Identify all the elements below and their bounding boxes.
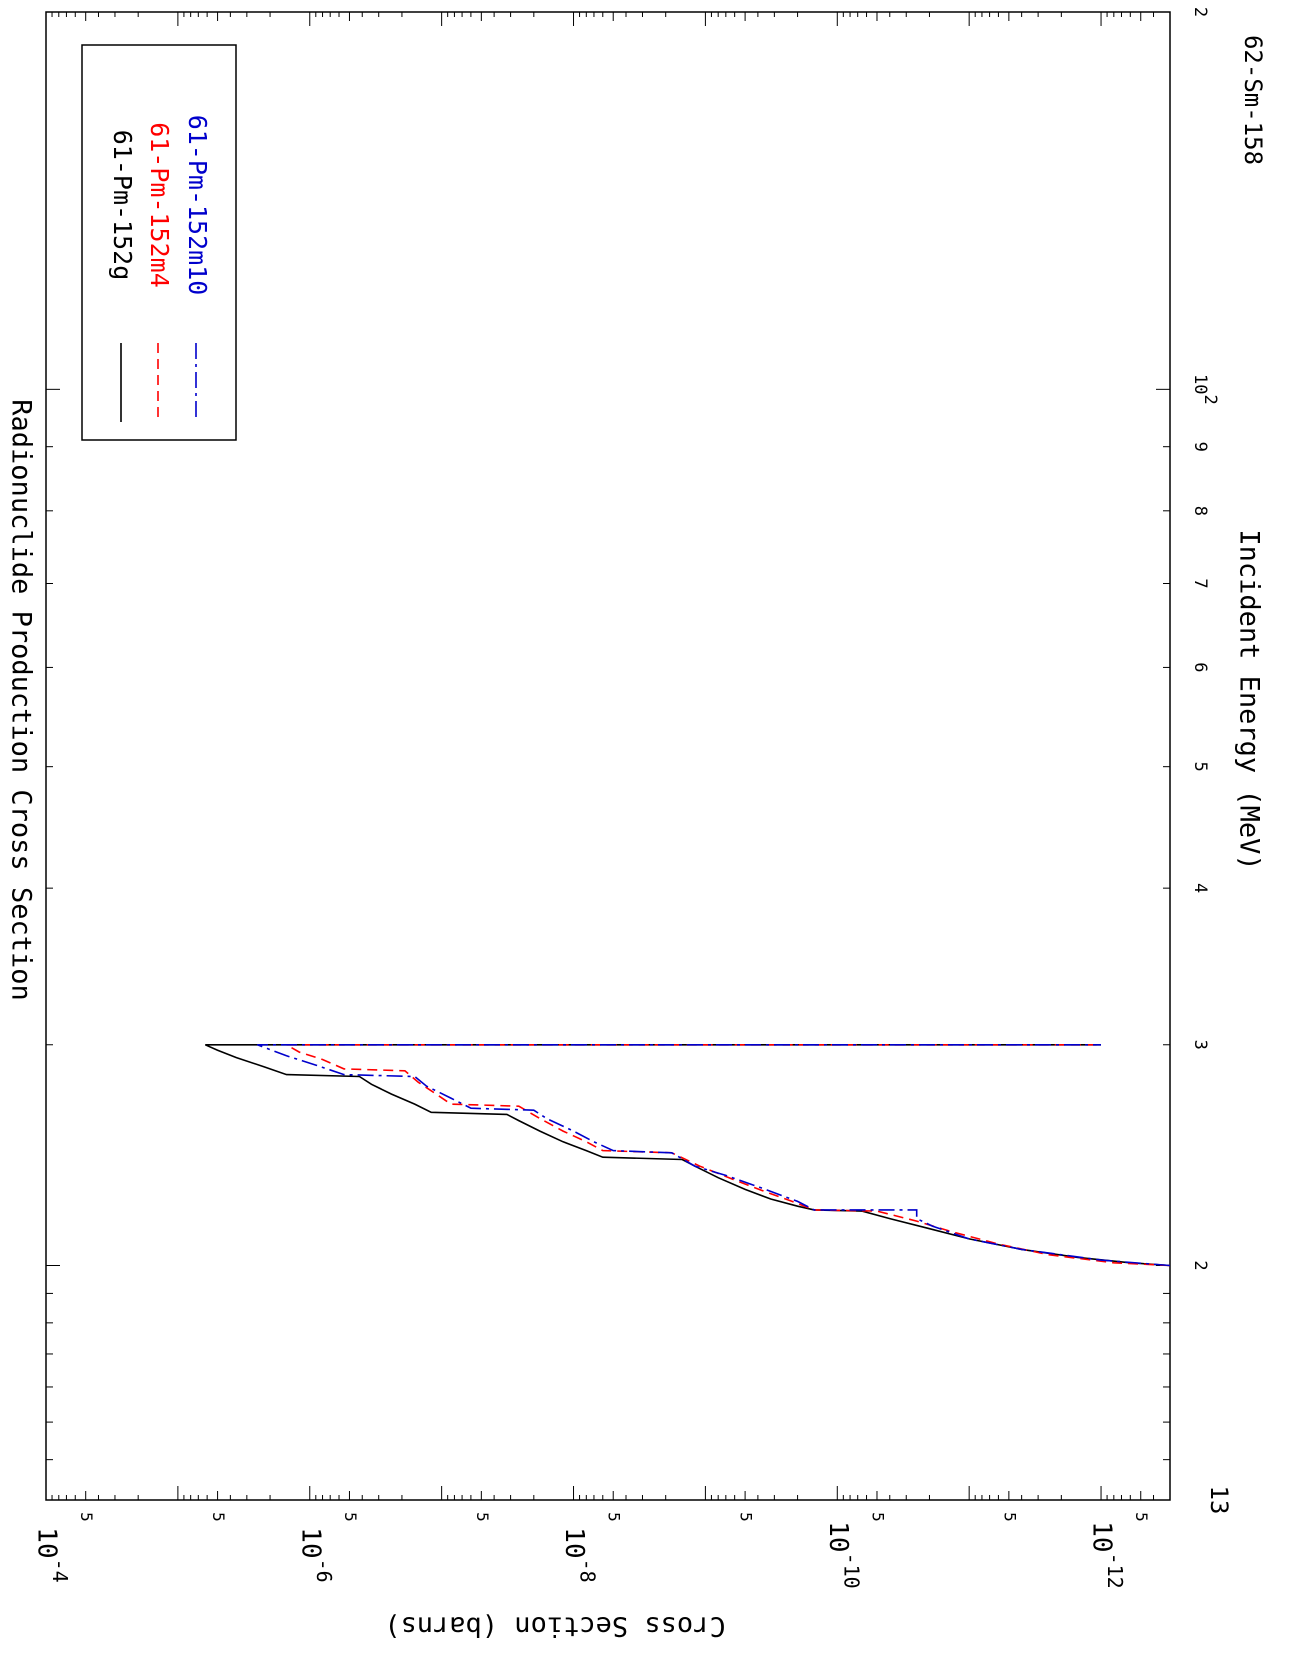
legend-box: [81, 44, 237, 441]
x-tick-label: 7: [1190, 578, 1210, 588]
y-tick-label: 10-4: [32, 1527, 73, 1582]
x-tick-label-exponent: 2: [1200, 394, 1220, 404]
series-layer: [204, 1044, 1171, 1267]
y-tick-label-exponent: -12: [1104, 1553, 1128, 1589]
plot-frame: [45, 11, 1171, 1501]
y-tick-label: 10-6: [295, 1527, 336, 1582]
y-minor-tick-label: 5: [868, 1512, 887, 1522]
series-line-3: [257, 1044, 1171, 1267]
y-minor-tick-label: 5: [77, 1512, 96, 1522]
y-axis-label: Cross Section (barns): [384, 1611, 725, 1642]
series-line-1: [204, 1044, 1171, 1267]
legend-label-3: 61-Pm-152m10: [183, 115, 212, 296]
y-minor-tick-label: 5: [737, 1512, 756, 1522]
legend-label-1: 61-Pm-152g: [108, 130, 137, 281]
plot-axes: [45, 11, 1171, 1501]
y-tick-label-exponent: -6: [312, 1559, 336, 1583]
x-tick-label: 9: [1190, 442, 1210, 452]
x-tick-label: 6: [1190, 662, 1210, 672]
x-tick-label: 3: [1190, 1040, 1210, 1050]
target-label: 62-Sm-158: [1239, 35, 1267, 165]
x-axis-label: Incident Energy (MeV): [1234, 529, 1265, 870]
y-minor-tick-label: 5: [605, 1512, 624, 1522]
legend: 61-Pm-152g 61-Pm-152m4 61-Pm-152m10: [81, 44, 237, 441]
x-tick-label: 2: [1190, 1260, 1210, 1270]
legend-label-2: 61-Pm-152m4: [145, 122, 174, 288]
y-tick-label: 10-12: [1087, 1521, 1128, 1588]
x-tick-label: 2: [1190, 7, 1210, 17]
y-tick-label: 10-8: [559, 1527, 600, 1582]
x-tick-label: 13: [1205, 1486, 1233, 1515]
x-tick-label: 5: [1190, 762, 1210, 772]
x-tick-label: 4: [1190, 883, 1210, 893]
x-tick-label: 8: [1190, 506, 1210, 516]
y-minor-tick-label: 5: [1132, 1512, 1151, 1522]
y-tick-label-exponent: -4: [49, 1559, 73, 1583]
y-tick-label-exponent: -8: [576, 1559, 600, 1583]
x-tick-label: 102: [1190, 374, 1220, 405]
chart-title: Radionuclide Production Cross Section: [6, 399, 37, 1000]
y-minor-tick-label: 5: [341, 1512, 360, 1522]
series-line-2: [283, 1044, 1171, 1267]
y-minor-tick-label: 5: [209, 1512, 228, 1522]
y-tick-label: 10-10: [823, 1521, 864, 1588]
y-minor-tick-label: 5: [1000, 1512, 1019, 1522]
y-minor-tick-label: 5: [473, 1512, 492, 1522]
y-tick-label-exponent: -10: [840, 1553, 864, 1589]
